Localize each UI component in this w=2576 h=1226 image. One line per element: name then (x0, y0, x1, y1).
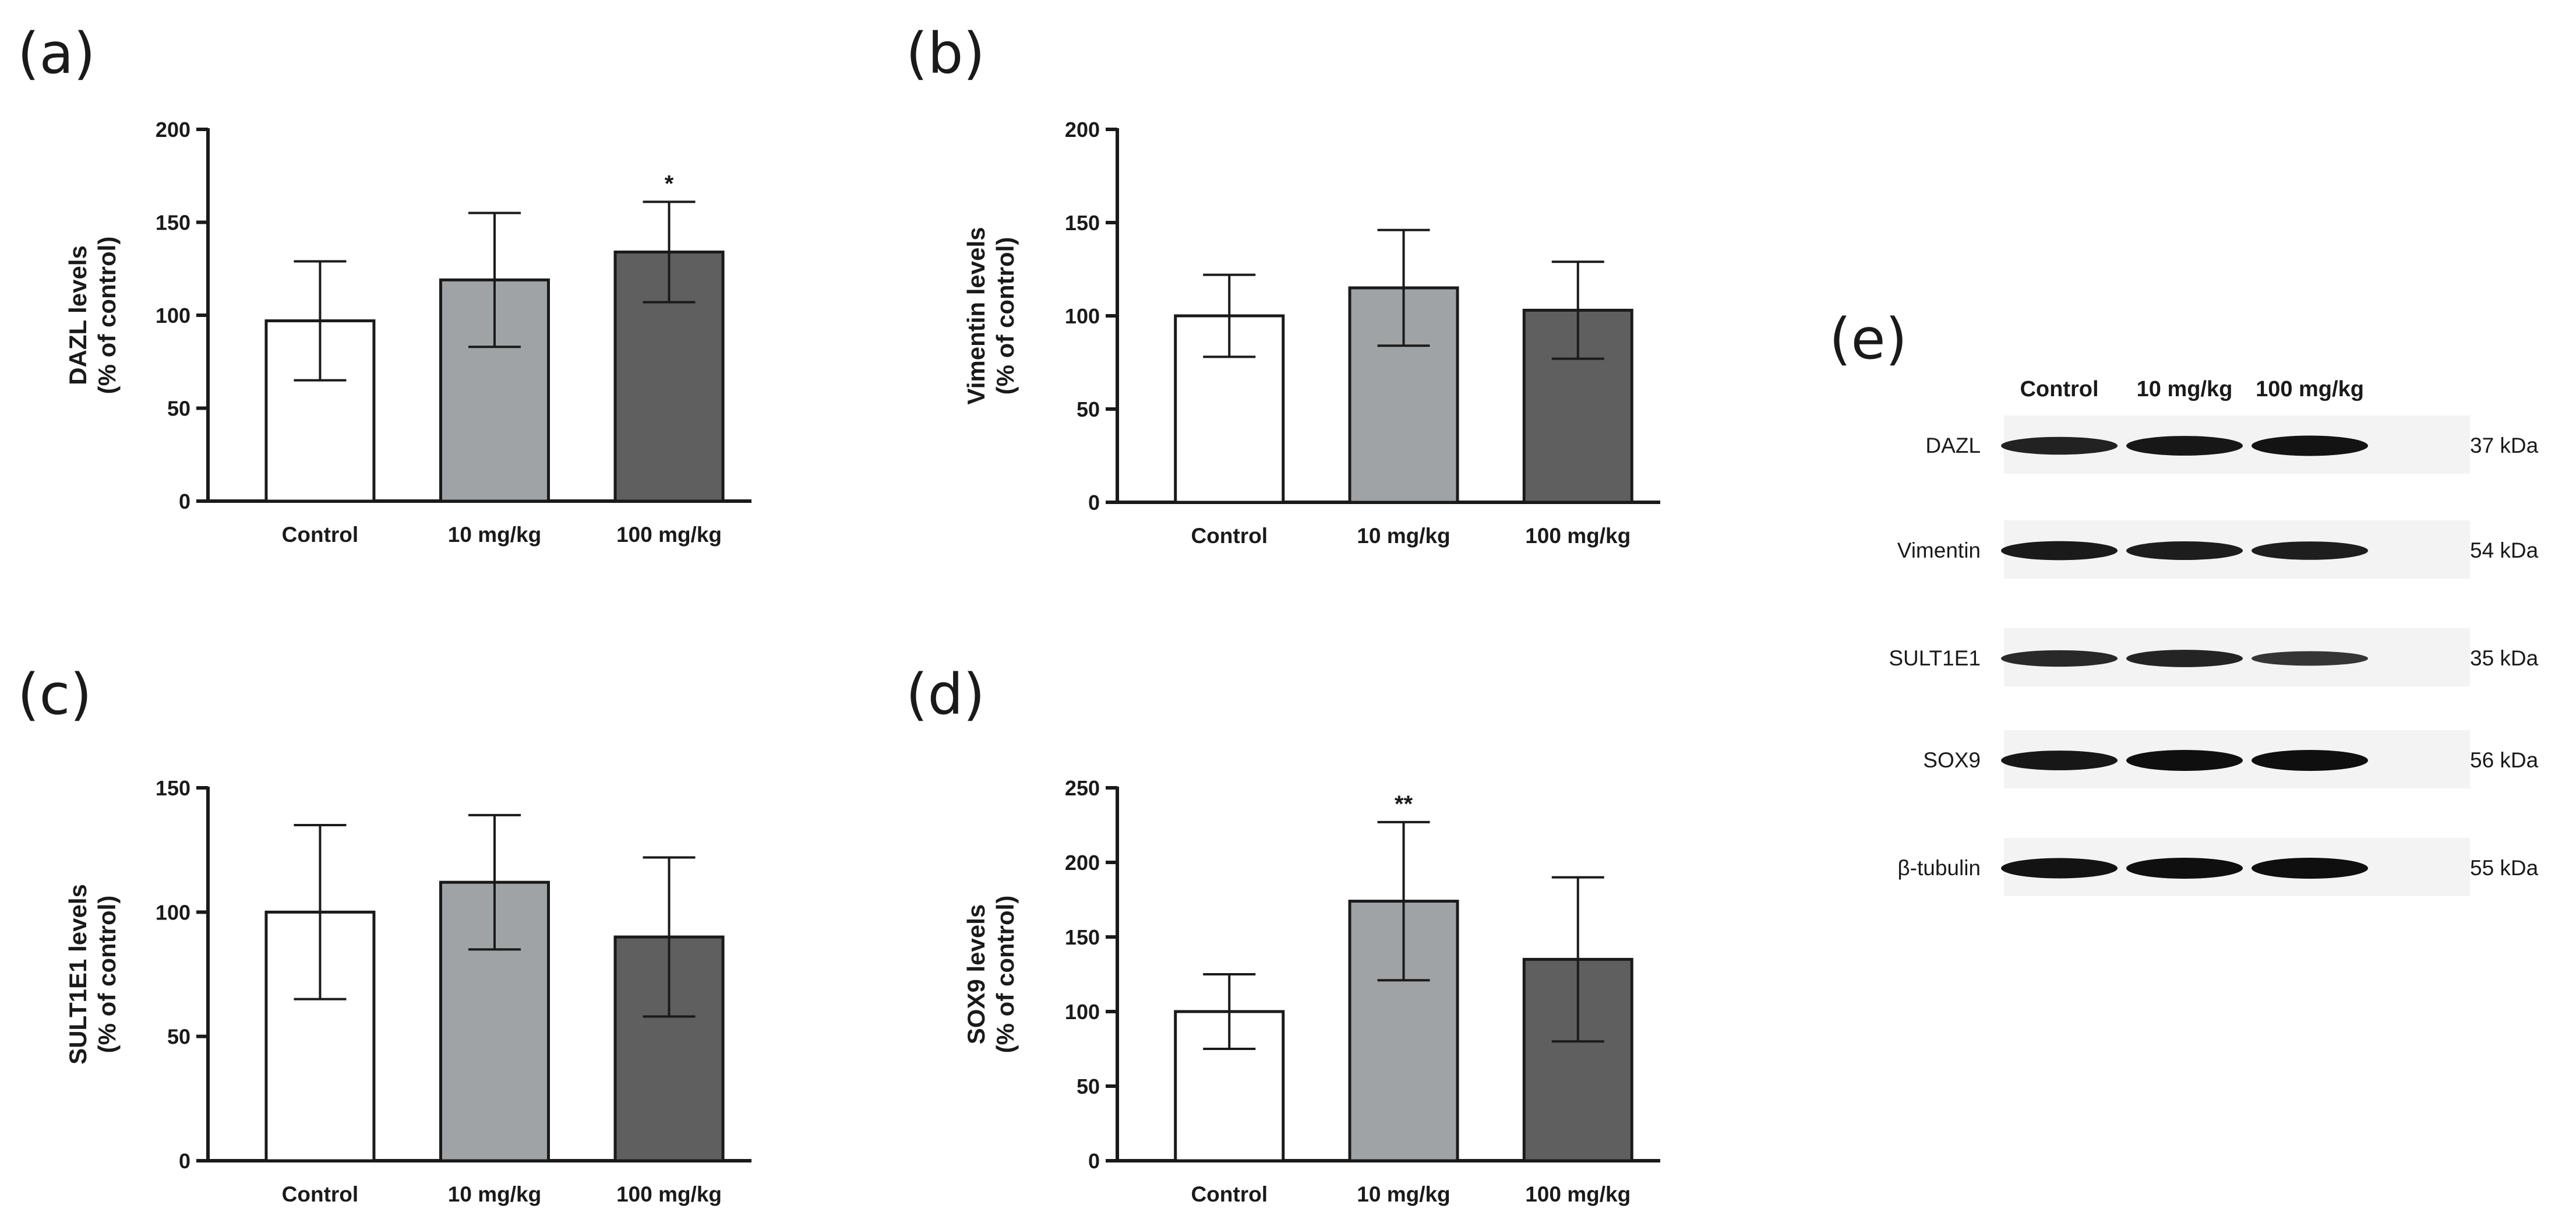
chart-a: 0 50 100 150 200 DAZL levels (% of control) Con… (64, 118, 751, 547)
y-tick-label: 100 (156, 304, 190, 327)
protein-label: DAZL (1925, 434, 1981, 457)
panel-letter-c: (c) (17, 662, 92, 727)
blot-band (2001, 436, 2118, 455)
panel-letter-b: (b) (906, 21, 985, 86)
y-tick-label: 0 (179, 1149, 190, 1173)
y-tick-label: 0 (1088, 491, 1100, 515)
chart-c: 0 50 100 150 SULT1E1 levels (% of control) Con… (64, 776, 751, 1206)
kda-label: 56 kDa (2470, 748, 2539, 772)
blot-band (2252, 858, 2368, 879)
y-tick-label: 200 (1065, 851, 1100, 875)
y-tick-label: 50 (167, 1025, 190, 1049)
protein-label: β-tubulin (1897, 856, 1981, 880)
y-tick-label: 100 (156, 900, 190, 924)
category-label: 100 mg/kg (1525, 1182, 1631, 1206)
panel-letter-a: (a) (17, 21, 96, 86)
panel-letter-e: (e) (1829, 306, 1907, 372)
category-label: Control (1191, 1182, 1268, 1206)
protein-label: SULT1E1 (1889, 646, 1981, 670)
y-tick-label: 200 (1065, 118, 1100, 142)
blot-band (2252, 651, 2368, 666)
blot-band (2001, 858, 2118, 879)
protein-label: SOX9 (1923, 748, 1981, 772)
panel-letter-d: (d) (906, 662, 985, 727)
significance-marker: ** (1395, 791, 1413, 817)
category-label: 100 mg/kg (616, 1182, 722, 1206)
y-tick-label: 50 (1077, 397, 1100, 421)
blot-band (2126, 858, 2243, 879)
y-axis-label-unit: (% of control) (93, 896, 121, 1054)
chart-d: 0 50 100 150 200 250 SOX9 levels (% of control)… (962, 776, 1660, 1206)
y-tick-label: 150 (156, 211, 190, 235)
blot-band (2126, 436, 2243, 456)
y-tick-label: 0 (179, 489, 190, 513)
y-axis-label-unit: (% of control) (93, 237, 121, 394)
y-tick-label: 50 (167, 397, 190, 421)
category-label: Control (282, 1182, 359, 1206)
y-tick-label: 100 (1065, 1000, 1100, 1024)
western-blot: Control 10 mg/kg 100 mg/kg DAZL 37 kDa Viment… (1889, 377, 2539, 896)
blot-band (2001, 650, 2118, 667)
y-tick-label: 200 (156, 118, 190, 142)
category-label: 10 mg/kg (1357, 524, 1450, 548)
blot-band (2126, 650, 2243, 667)
kda-label: 54 kDa (2470, 538, 2539, 562)
blot-band (2001, 751, 2118, 770)
category-label: 10 mg/kg (1357, 1182, 1450, 1206)
blot-band (2001, 541, 2118, 561)
y-axis-label: Vimentin levels (962, 227, 990, 404)
blot-band (2126, 750, 2243, 771)
y-axis-label-unit: (% of control) (991, 896, 1019, 1054)
y-tick-label: 150 (156, 776, 190, 800)
protein-label: Vimentin (1897, 538, 1981, 562)
category-label: Control (1191, 524, 1268, 548)
category-label: 10 mg/kg (448, 523, 541, 547)
y-axis-label-unit: (% of control) (991, 237, 1019, 395)
category-label: 100 mg/kg (1525, 524, 1631, 548)
chart-b: 0 50 100 150 200 Vimentin levels (% of control… (962, 118, 1660, 548)
blot-band (2252, 541, 2368, 560)
y-axis-label: SOX9 levels (962, 904, 990, 1045)
y-tick-label: 50 (1077, 1074, 1100, 1098)
blot-band (2252, 435, 2368, 456)
significance-marker: * (665, 171, 674, 196)
blot-band (2252, 750, 2368, 771)
blot-band (2126, 541, 2243, 561)
y-tick-label: 0 (1088, 1149, 1100, 1173)
lane-label: 100 mg/kg (2256, 377, 2364, 401)
y-tick-label: 150 (1065, 925, 1100, 949)
y-tick-label: 100 (1065, 304, 1100, 328)
lane-label: Control (2020, 377, 2098, 401)
kda-label: 37 kDa (2470, 434, 2539, 457)
category-label: 100 mg/kg (616, 523, 722, 547)
y-tick-label: 250 (1065, 776, 1100, 800)
y-tick-label: 150 (1065, 211, 1100, 235)
category-label: Control (282, 523, 359, 547)
category-label: 10 mg/kg (448, 1182, 541, 1206)
lane-label: 10 mg/kg (2137, 377, 2233, 401)
y-axis-label: DAZL levels (64, 245, 91, 385)
y-axis-label: SULT1E1 levels (64, 884, 91, 1065)
kda-label: 35 kDa (2470, 646, 2539, 670)
kda-label: 55 kDa (2470, 856, 2539, 880)
